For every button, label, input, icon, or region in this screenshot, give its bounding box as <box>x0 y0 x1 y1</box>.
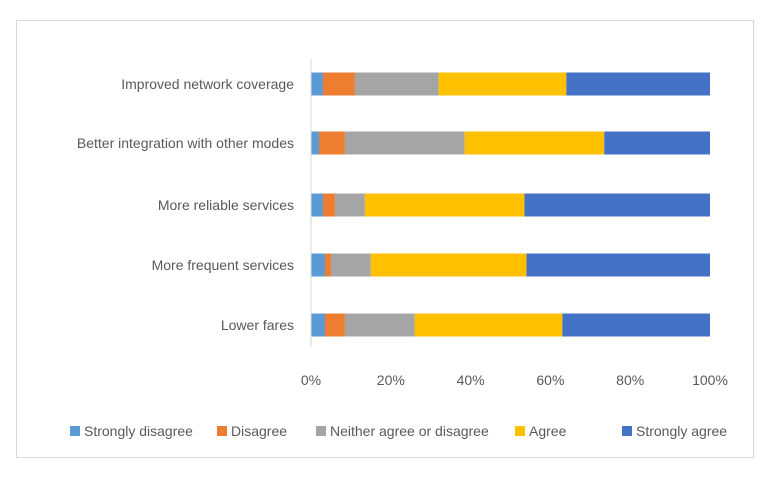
category-label: Lower fares <box>221 317 294 333</box>
bars-layer <box>311 72 710 337</box>
bar-segment <box>311 313 325 337</box>
bar-segment <box>526 253 710 277</box>
legend-label: Neither agree or disagree <box>330 423 489 439</box>
bar-segment <box>311 131 319 155</box>
bar-segment <box>334 193 365 217</box>
legend-label: Strongly agree <box>636 423 727 439</box>
bar-segment <box>330 253 371 277</box>
tick-label: 20% <box>377 372 405 388</box>
tick-label: 100% <box>692 372 728 388</box>
legend-label: Disagree <box>231 423 287 439</box>
chart-frame: Improved network coverage Better integrat… <box>16 20 754 458</box>
bar-segment <box>562 313 710 337</box>
bar-segment <box>354 72 439 96</box>
tick-label: 40% <box>457 372 485 388</box>
legend: Strongly disagree Disagree Neither agree o… <box>70 423 727 439</box>
category-label: Better integration with other modes <box>77 135 294 151</box>
tick-labels: 0% 20% 40% 60% 80% 100% <box>301 372 728 388</box>
legend-label: Agree <box>529 423 567 439</box>
bar-segment <box>604 131 710 155</box>
category-labels: Improved network coverage Better integrat… <box>77 76 294 333</box>
legend-swatch <box>316 426 326 436</box>
legend-swatch <box>217 426 227 436</box>
legend-swatch <box>622 426 632 436</box>
bar-segment <box>318 131 345 155</box>
bar-segment <box>370 253 527 277</box>
stacked-bar-chart: Improved network coverage Better integrat… <box>70 59 728 439</box>
bar-segment <box>322 72 355 96</box>
bar-segment <box>311 193 323 217</box>
bar-segment <box>324 313 345 337</box>
bar-segment <box>311 253 325 277</box>
bar-segment <box>364 193 525 217</box>
bar-segment <box>322 193 335 217</box>
bar-segment <box>464 131 605 155</box>
category-label: More reliable services <box>158 197 294 213</box>
bar-segment <box>324 253 331 277</box>
bar-segment <box>524 193 710 217</box>
bar-segment <box>311 72 323 96</box>
tick-label: 80% <box>616 372 644 388</box>
legend-label: Strongly disagree <box>84 423 193 439</box>
legend-swatch <box>515 426 525 436</box>
bar-segment <box>414 313 563 337</box>
bar-segment <box>344 313 415 337</box>
bar-segment <box>344 131 465 155</box>
bar-segment <box>438 72 567 96</box>
tick-label: 60% <box>536 372 564 388</box>
bar-segment <box>566 72 710 96</box>
category-label: Improved network coverage <box>121 76 294 92</box>
category-label: More frequent services <box>152 257 294 273</box>
legend-swatch <box>70 426 80 436</box>
tick-label: 0% <box>301 372 321 388</box>
